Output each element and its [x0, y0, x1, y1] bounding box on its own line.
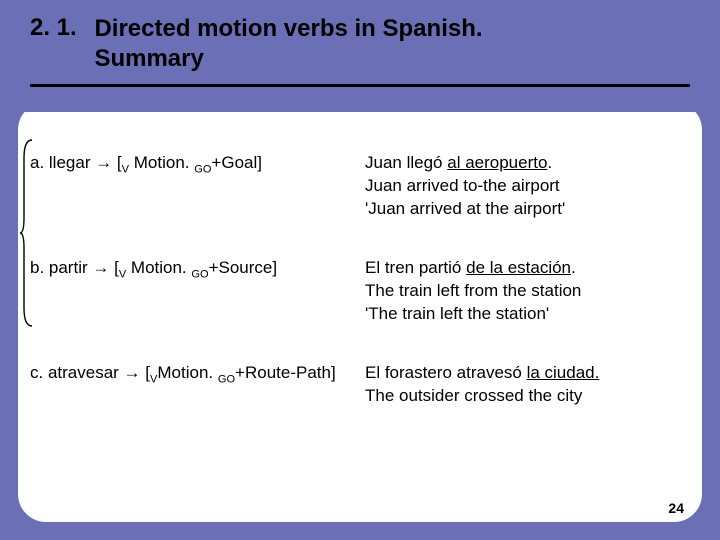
example-row-b: b. partir → [V Motion. GO+Source] El tre… [30, 257, 700, 326]
spanish-b-und: de la estación [466, 258, 571, 277]
gloss-a-free: 'Juan arrived at the airport' [365, 199, 565, 218]
gloss-b: El tren partió de la estación. The train… [365, 257, 700, 326]
verb-c: c. atravesar [30, 363, 124, 382]
sub-v: V [122, 163, 129, 175]
title-line-2: Summary [94, 45, 203, 72]
spanish-a-dot: . [547, 153, 552, 172]
bracket-open: [ [141, 363, 150, 382]
spanish-c-1: El forastero atravesó [365, 363, 527, 382]
spanish-b-dot: . [571, 258, 576, 277]
verb-a: a. llegar [30, 153, 95, 172]
motion-label: Motion. [129, 153, 194, 172]
feature-tail: +Source] [209, 258, 278, 277]
bracket-open: [ [112, 153, 121, 172]
bracket-open: [ [109, 258, 118, 277]
arrow-icon: → [92, 258, 109, 277]
spanish-b-1: El tren partió [365, 258, 466, 277]
sub-go: GO [218, 373, 235, 385]
verb-b: b. partir [30, 258, 92, 277]
notation-a: a. llegar → [V Motion. GO+Goal] [30, 152, 365, 221]
motion-label: Motion. [126, 258, 191, 277]
slide: 2. 1. Directed motion verbs in Spanish. … [0, 0, 720, 540]
arrow-icon: → [95, 153, 112, 172]
slide-title: Directed motion verbs in Spanish. Summar… [94, 14, 482, 74]
example-row-c: c. atravesar → [VMotion. GO+Route-Path] … [30, 362, 700, 408]
notation-b: b. partir → [V Motion. GO+Source] [30, 257, 365, 326]
title-underline [30, 84, 690, 87]
gloss-c-literal: The outsider crossed the city [365, 386, 582, 405]
spanish-a-1: Juan llegó [365, 153, 447, 172]
spanish-a-und: al aeropuerto [447, 153, 547, 172]
gloss-a-literal: Juan arrived to-the airport [365, 176, 560, 195]
header-band: 2. 1. Directed motion verbs in Spanish. … [0, 0, 720, 112]
page-number: 24 [668, 500, 684, 516]
gloss-b-literal: The train left from the station [365, 281, 581, 300]
gloss-b-free: 'The train left the station' [365, 304, 549, 323]
feature-tail: +Route-Path] [235, 363, 336, 382]
section-number: 2. 1. [30, 14, 90, 42]
body: a. llegar → [V Motion. GO+Goal] Juan lle… [30, 128, 700, 500]
gloss-a: Juan llegó al aeropuerto. Juan arrived t… [365, 152, 700, 221]
gloss-c: El forastero atravesó la ciudad. The out… [365, 362, 700, 408]
sub-go: GO [194, 163, 211, 175]
title-block: 2. 1. Directed motion verbs in Spanish. … [30, 14, 690, 74]
notation-c: c. atravesar → [VMotion. GO+Route-Path] [30, 362, 365, 408]
title-line-1: Directed motion verbs in Spanish. [94, 15, 482, 42]
sub-go: GO [191, 268, 208, 280]
arrow-icon: → [124, 363, 141, 382]
feature-tail: +Goal] [211, 153, 262, 172]
spanish-c-und: la ciudad. [527, 363, 600, 382]
motion-label: Motion. [157, 363, 217, 382]
example-row-a: a. llegar → [V Motion. GO+Goal] Juan lle… [30, 152, 700, 221]
